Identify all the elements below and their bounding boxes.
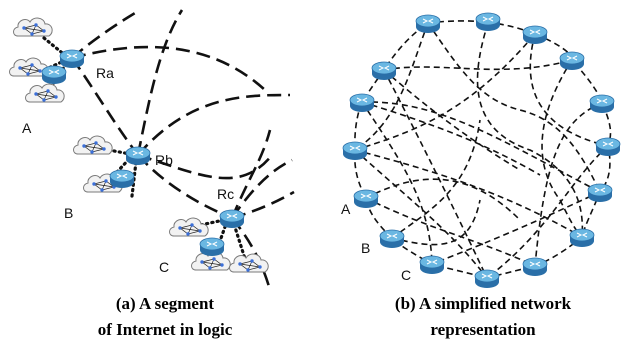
- caption-b-line2: representation: [430, 320, 536, 339]
- router-icon: [587, 183, 613, 203]
- caption-a-line1: (a) A segment: [116, 294, 215, 313]
- router-icon: [415, 14, 441, 34]
- router-a-icon: [353, 189, 379, 209]
- cloud-subnet-icon: [73, 135, 113, 155]
- group-label-b: B: [64, 205, 73, 221]
- router-icon: [41, 65, 67, 85]
- panel-b-routers: [342, 12, 621, 289]
- router-b-icon: [379, 229, 405, 249]
- router-rb-icon: [125, 146, 151, 166]
- router-icon: [109, 169, 135, 189]
- panel-a: Ra Rb Rc A B C (a) A segment of Internet…: [9, 8, 295, 339]
- router-icon: [559, 51, 585, 71]
- node-label-b: B: [361, 240, 370, 256]
- group-label-a: A: [22, 120, 32, 136]
- cloud-subnet-icon: [13, 17, 53, 37]
- cloud-subnet-icon: [169, 217, 209, 237]
- panel-b: A B C (b) A simplified network represent…: [341, 12, 621, 339]
- cloud-subnet-icon: [25, 83, 65, 103]
- cloud-subnet-icon: [229, 253, 269, 273]
- router-icon: [589, 94, 615, 114]
- router-icon: [475, 12, 501, 32]
- router-icon: [199, 237, 225, 257]
- router-icon: [342, 141, 368, 161]
- node-label-a: A: [341, 201, 351, 217]
- router-label-ra: Ra: [96, 65, 114, 81]
- router-icon: [595, 137, 621, 157]
- router-ra-icon: [59, 49, 85, 69]
- panel-b-links: [353, 20, 612, 279]
- group-label-c: C: [159, 259, 169, 275]
- node-label-c: C: [401, 267, 411, 283]
- router-icon: [522, 257, 548, 277]
- router-label-rb: Rb: [155, 152, 173, 168]
- router-label-rc: Rc: [217, 186, 234, 202]
- router-c-icon: [419, 255, 445, 275]
- router-icon: [371, 61, 397, 81]
- panel-a-links: [70, 8, 295, 291]
- router-icon: [522, 25, 548, 45]
- caption-b-line1: (b) A simplified network: [395, 294, 572, 313]
- router-icon: [569, 228, 595, 248]
- router-rc-icon: [219, 209, 245, 229]
- caption-a-line2: of Internet in logic: [98, 320, 233, 339]
- router-icon: [474, 269, 500, 289]
- router-icon: [349, 93, 375, 113]
